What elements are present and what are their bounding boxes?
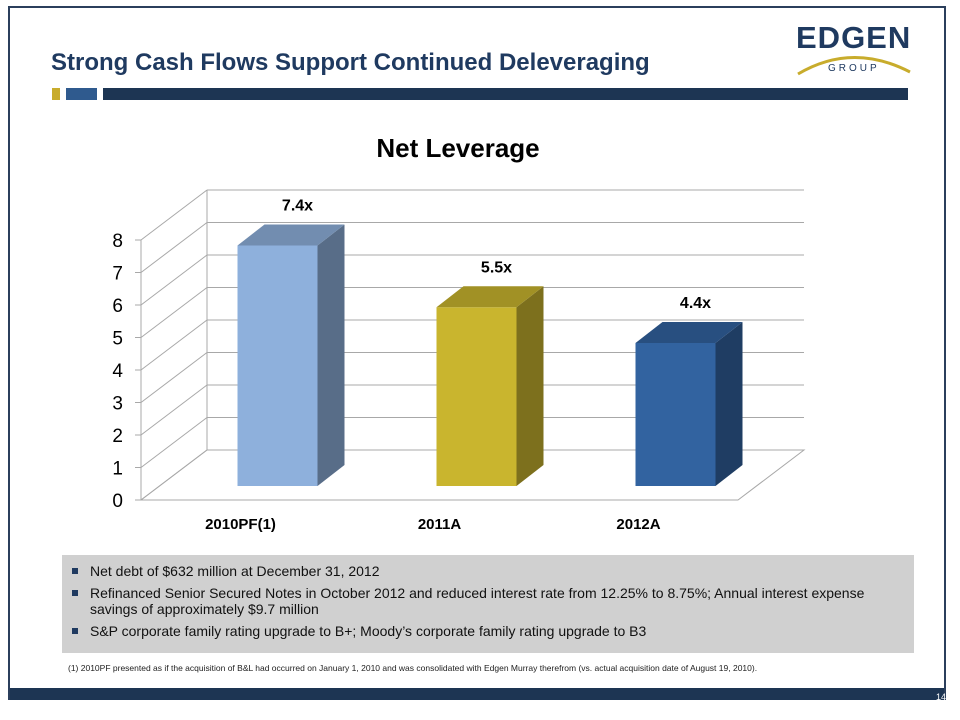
key-point-item: Net debt of $632 million at December 31,…: [72, 563, 902, 579]
title-rule-navy: [103, 88, 908, 100]
key-points-box: Net debt of $632 million at December 31,…: [62, 555, 914, 653]
y-tick-label: 5: [112, 329, 123, 350]
gridline-side: [140, 417, 208, 468]
footnote: (1) 2010PF presented as if the acquisiti…: [68, 663, 758, 673]
bar-front: [237, 245, 318, 486]
bar-front: [436, 307, 517, 486]
bullet-square-icon: [72, 568, 78, 574]
bottom-bar: [10, 688, 944, 700]
y-tick-label: 7: [112, 264, 123, 285]
bullet-square-icon: [72, 628, 78, 634]
bar-data-label: 4.4x: [680, 295, 711, 312]
bar-side: [516, 286, 544, 486]
x-tick-label: 2011A: [418, 516, 462, 533]
gridline-side: [140, 384, 208, 436]
bar-top: [635, 322, 743, 343]
key-points-list: Net debt of $632 million at December 31,…: [62, 555, 914, 639]
key-point-text: S&P corporate family rating upgrade to B…: [90, 623, 647, 639]
bullet-square-icon: [72, 590, 78, 596]
y-tick-label: 3: [112, 394, 123, 415]
bar-front: [635, 343, 716, 486]
slide-title: Strong Cash Flows Support Continued Dele…: [51, 49, 650, 76]
bar-side: [715, 322, 743, 486]
y-tick-label: 6: [112, 296, 123, 317]
bar-data-label: 7.4x: [282, 198, 313, 215]
gridline-side: [140, 287, 208, 338]
y-tick-label: 4: [112, 361, 123, 382]
gridline-side: [140, 222, 208, 273]
logo-wordmark: EDGEN: [796, 20, 912, 55]
company-logo: EDGEN GROUP: [790, 14, 915, 84]
logo-subtext: GROUP: [828, 63, 880, 74]
title-rule-blue: [66, 88, 97, 100]
key-point-text: Net debt of $632 million at December 31,…: [90, 563, 380, 579]
bar-side: [317, 224, 345, 486]
x-tick-label: 2010PF(1): [205, 516, 276, 533]
y-tick-label: 1: [112, 459, 123, 480]
x-tick-label: 2012A: [616, 516, 660, 533]
chart-title: Net Leverage: [376, 133, 539, 163]
key-point-item: S&P corporate family rating upgrade to B…: [72, 623, 902, 639]
bar-top: [237, 224, 345, 246]
logo-swoosh-icon: [797, 56, 911, 76]
gridline-side: [140, 189, 208, 241]
y-tick-label: 8: [112, 231, 123, 252]
key-point-text: Refinanced Senior Secured Notes in Octob…: [90, 585, 865, 617]
gridline-side: [140, 352, 208, 403]
gridline-side: [140, 254, 208, 306]
y-tick-label: 0: [112, 491, 123, 512]
chart-floor: [139, 449, 806, 501]
net-leverage-chart: Net Leverage 0 1 2 3 4 5 6 7 8 7.4x 5.5x 4.4x 2010…: [112, 133, 806, 533]
gridline-side: [140, 319, 208, 371]
bar-data-label: 5.5x: [481, 259, 512, 276]
key-point-item: Refinanced Senior Secured Notes in Octob…: [72, 585, 902, 617]
y-tick-label: 2: [112, 426, 123, 447]
bar-top: [436, 286, 544, 308]
title-rule-gold: [52, 88, 60, 100]
page-number: 14: [935, 692, 946, 702]
